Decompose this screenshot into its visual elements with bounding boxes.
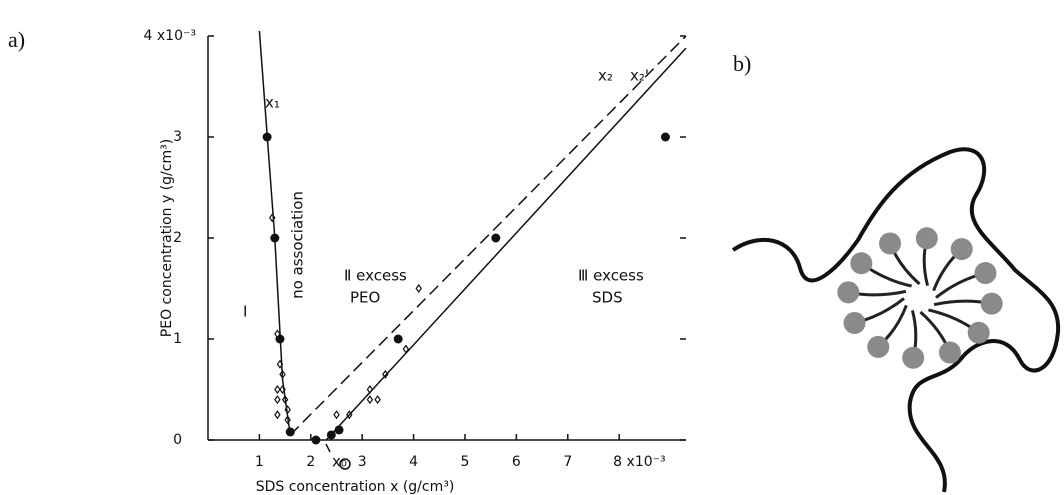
surfactant-head [980,292,1003,315]
x-tick-label: 5 [461,454,470,470]
y-tick-label: 0 [173,432,182,448]
surfactant-head [843,311,866,334]
data-point [311,435,321,445]
data-point [333,410,340,420]
data-point [274,384,281,395]
annotation: x₀ [332,453,347,471]
x-tick-label: 1 [255,454,264,470]
x0-marker [339,458,351,470]
polymer-chain [731,147,1061,493]
x-tick-label: 7 [563,454,572,470]
panel-label: a) [8,27,25,52]
x-tick-label: 6 [512,454,521,470]
data-point [415,283,422,294]
data-point [393,334,403,344]
boundary-line [289,35,687,436]
annotation: x₁ [265,94,280,112]
annotation: I [243,303,247,321]
surfactant-head [938,341,961,364]
annotation: x₂' [630,67,649,85]
x-tick-label: 2 [306,454,315,470]
y-tick-label: 3 [173,129,182,145]
data-point [274,410,281,420]
panel-label: b) [733,51,751,76]
data-point [274,329,281,339]
data-point [374,395,381,405]
micelle [837,227,1003,369]
annotation: PEO [350,289,380,307]
x-tick-label: 8 x10⁻³ [613,454,665,470]
annotation: x₂ [598,67,613,85]
annotation: Ⅲ excess [578,267,644,285]
annotation: Ⅱ excess [344,267,407,285]
boundary-line [258,30,291,436]
data-point [660,132,670,142]
x-tick-label: 3 [358,454,367,470]
x0-pointer [325,443,331,453]
x-tick-label: 4 [409,454,418,470]
surfactant-head [967,321,990,344]
y-tick-label: 2 [173,230,182,246]
y-tick-label: 1 [173,331,182,347]
surfactant-head [974,262,997,285]
surfactant-head [915,227,938,250]
data-point [274,395,281,405]
annotation: SDS [592,289,623,307]
surfactant-head [879,232,902,255]
surfactant-head [850,252,873,275]
surfactant-head [902,346,925,369]
boundary-line [325,47,687,441]
surfactant-head [867,335,890,358]
y-tick-label: 4 x10⁻³ [144,28,196,44]
y-axis-label: PEO concentration y (g/cm³) [159,139,175,337]
panel-b-drawing [731,147,1061,493]
surfactant-head [950,238,973,261]
surfactant-head [837,281,860,304]
data-point [491,233,501,243]
annotation: no association [289,191,307,299]
x-axis-label: SDS concentration x (g/cm³) [256,479,455,495]
data-point [366,395,374,405]
